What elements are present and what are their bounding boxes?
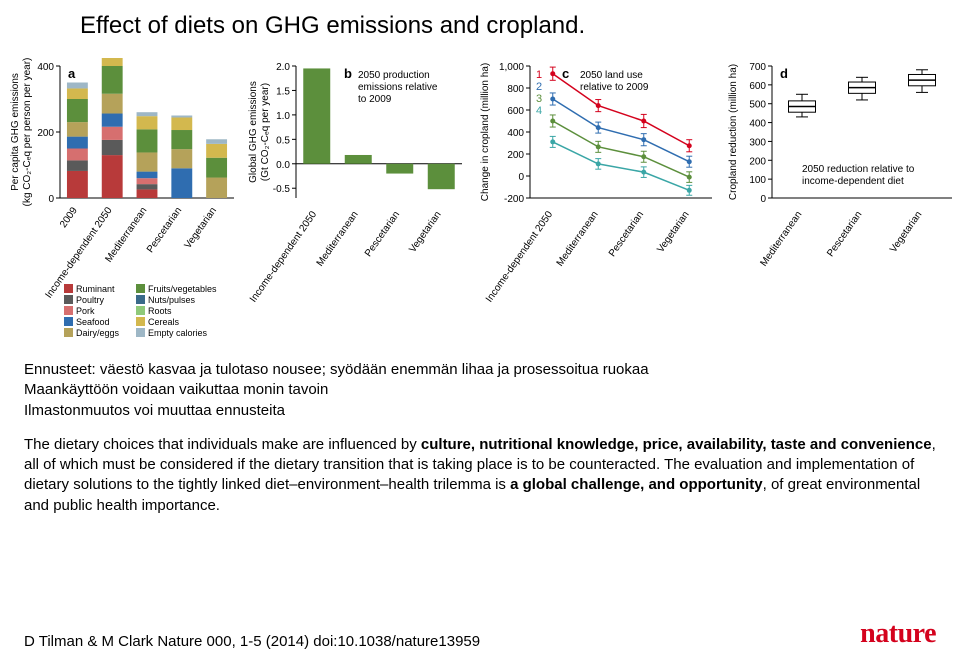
svg-text:income-dependent diet: income-dependent diet (802, 176, 904, 187)
svg-text:0.0: 0.0 (276, 160, 290, 171)
svg-text:700: 700 (749, 62, 766, 73)
svg-text:0: 0 (48, 194, 54, 205)
svg-text:Pescetarian: Pescetarian (825, 209, 864, 259)
svg-text:Mediterranean: Mediterranean (555, 209, 601, 268)
body-text: Ennusteet: väestö kasvaa ja tulotaso nou… (0, 348, 960, 516)
svg-text:2050 reduction relative to: 2050 reduction relative to (802, 164, 915, 175)
body-p4: The dietary choices that individuals mak… (24, 435, 936, 516)
svg-text:Dairy/eggs: Dairy/eggs (76, 328, 120, 338)
svg-text:emissions relative: emissions relative (358, 82, 438, 93)
body-p1: Ennusteet: väestö kasvaa ja tulotaso nou… (24, 360, 936, 380)
figure-row: 0200400Per capita GHG emissions(kg CO₂-C… (0, 40, 960, 348)
svg-text:Nuts/pulses: Nuts/pulses (148, 295, 196, 305)
svg-text:Vegetarian: Vegetarian (888, 209, 924, 254)
svg-text:Per capita GHG emissions: Per capita GHG emissions (10, 73, 21, 191)
svg-text:relative to 2009: relative to 2009 (580, 82, 649, 93)
nature-logo: nature (860, 618, 936, 650)
panel-d: 0 100 200 300 400 500 600 700 Cropland reduction… (724, 58, 958, 348)
svg-text:Pescetarian: Pescetarian (363, 209, 402, 259)
svg-text:Pork: Pork (76, 306, 95, 316)
svg-text:Vegetarian: Vegetarian (655, 209, 691, 254)
body-bold: culture, nutritional knowledge, price, a… (421, 436, 932, 453)
svg-text:200: 200 (507, 150, 524, 161)
svg-text:d: d (780, 66, 788, 81)
svg-text:2009: 2009 (58, 205, 80, 230)
svg-text:1: 1 (536, 69, 542, 81)
svg-text:300: 300 (749, 137, 766, 148)
svg-text:800: 800 (507, 84, 524, 95)
svg-text:0: 0 (760, 194, 766, 205)
svg-text:Pescetarian: Pescetarian (607, 209, 646, 259)
body-span: The dietary choices that individuals mak… (24, 436, 421, 453)
svg-text:c: c (562, 66, 569, 81)
svg-text:Empty calories: Empty calories (148, 328, 208, 338)
svg-text:100: 100 (749, 175, 766, 186)
svg-text:2050 production: 2050 production (358, 70, 430, 81)
svg-text:400: 400 (749, 119, 766, 130)
page-title: Effect of diets on GHG emissions and cro… (0, 0, 960, 40)
svg-text:2.0: 2.0 (276, 62, 290, 73)
svg-text:3: 3 (536, 93, 542, 105)
svg-text:Seafood: Seafood (76, 317, 110, 327)
svg-text:Ruminant: Ruminant (76, 284, 115, 294)
citation: D Tilman & M Clark Nature 000, 1-5 (2014… (24, 633, 480, 650)
svg-text:Change in cropland (million ha: Change in cropland (million ha) (480, 63, 491, 201)
svg-text:Income-dependent 2050: Income-dependent 2050 (248, 209, 319, 304)
svg-text:0.5: 0.5 (276, 135, 290, 146)
svg-text:-200: -200 (504, 194, 524, 205)
svg-text:400: 400 (37, 62, 54, 73)
svg-text:400: 400 (507, 128, 524, 139)
svg-text:Poultry: Poultry (76, 295, 105, 305)
svg-text:b: b (344, 66, 352, 81)
svg-text:Fruits/vegetables: Fruits/vegetables (148, 284, 217, 294)
svg-text:1.0: 1.0 (276, 111, 290, 122)
svg-text:Vegetarian: Vegetarian (407, 209, 443, 254)
svg-text:Pescetarian: Pescetarian (145, 205, 184, 255)
body-p3: Ilmastonmuutos voi muuttaa ennusteita (24, 401, 936, 421)
svg-text:Global GHG emissions: Global GHG emissions (248, 81, 259, 183)
panel-c: -200 0 200 400 600 800 1,000 Change in cropland… (474, 58, 718, 348)
svg-text:200: 200 (37, 128, 54, 139)
svg-text:600: 600 (507, 106, 524, 117)
svg-text:500: 500 (749, 100, 766, 111)
panel-a: 0 200 400 Per capita GHG emissions(kg CO₂-C… (6, 58, 240, 348)
svg-text:-0.5: -0.5 (273, 184, 291, 195)
body-p2: Maankäyttöön voidaan vaikuttaa monin tav… (24, 380, 936, 400)
svg-text:Cropland reduction (million ha: Cropland reduction (million ha) (728, 64, 739, 200)
svg-text:1.5: 1.5 (276, 86, 290, 97)
panel-b: -0.5 0.0 0.5 1.0 1.5 2.0 Global GHG emissions(… (246, 58, 468, 348)
svg-text:(kg CO₂-Cₑq per person per yea: (kg CO₂-Cₑq per person per year) (22, 58, 33, 206)
svg-text:Income-dependent 2050: Income-dependent 2050 (484, 209, 555, 304)
svg-text:Mediterranean: Mediterranean (315, 209, 361, 268)
svg-text:(Gt CO₂-Cₑq per year): (Gt CO₂-Cₑq per year) (260, 83, 271, 181)
svg-text:a: a (68, 66, 76, 81)
body-bold: a global challenge, and opportunity (510, 476, 763, 493)
svg-text:4: 4 (536, 105, 542, 117)
svg-text:Roots: Roots (148, 306, 172, 316)
svg-text:0: 0 (518, 172, 524, 183)
svg-text:Vegetarian: Vegetarian (183, 205, 219, 250)
svg-text:to 2009: to 2009 (358, 94, 392, 105)
svg-text:2050 land use: 2050 land use (580, 70, 643, 81)
svg-text:Cereals: Cereals (148, 317, 180, 327)
footer: D Tilman & M Clark Nature 000, 1-5 (2014… (24, 618, 936, 650)
svg-text:600: 600 (749, 81, 766, 92)
svg-text:1,000: 1,000 (499, 62, 524, 73)
svg-text:Mediterranean: Mediterranean (758, 209, 804, 268)
svg-text:200: 200 (749, 156, 766, 167)
svg-text:2: 2 (536, 81, 542, 93)
